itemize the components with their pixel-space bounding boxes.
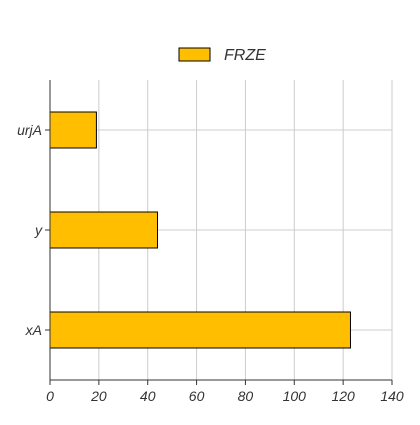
legend-label: FRZE (224, 47, 266, 64)
bar-y (49, 211, 158, 249)
y-tick-label: y (34, 222, 43, 238)
legend-swatch (178, 47, 211, 62)
x-tick-label: 20 (90, 388, 107, 404)
x-tick-label: 0 (46, 388, 54, 404)
x-tick-label: 80 (238, 388, 254, 404)
legend: FRZE (178, 47, 266, 64)
bar-urjA (49, 111, 97, 149)
x-tick-label: 120 (331, 388, 355, 404)
x-tick-label: 60 (189, 388, 205, 404)
x-tick-label: 40 (140, 388, 156, 404)
y-tick-label: urjA (17, 122, 42, 138)
x-tick-label: 140 (380, 388, 404, 404)
bar-xA (49, 311, 351, 349)
axes: 0 20 40 60 80 100 120 140 urjA y xA (17, 80, 404, 404)
x-tick-label: 100 (283, 388, 307, 404)
y-tick-label: xA (25, 322, 42, 338)
